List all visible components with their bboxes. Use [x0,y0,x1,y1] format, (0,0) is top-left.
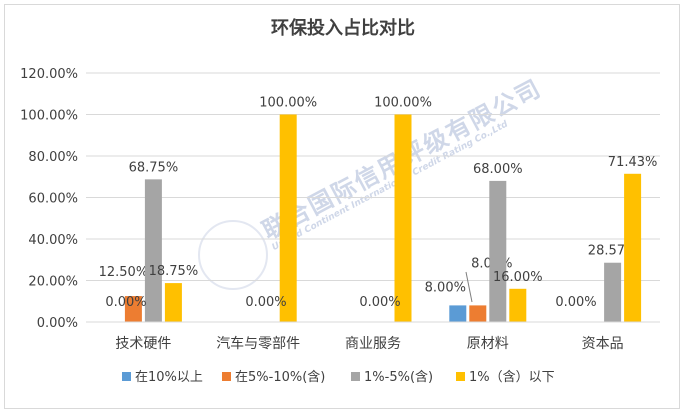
data-label-zero: 0.00% [105,295,146,310]
y-tick-label: 60.00% [28,192,78,207]
bar [509,288,527,322]
bar [624,173,642,322]
legend-swatch [351,372,360,381]
legend-label: 1%-5%(含) [364,369,433,385]
x-tick-label: 汽车与零部件 [216,335,300,352]
legend-swatch [122,372,131,381]
watermark-globe-icon [198,220,268,290]
data-label: 100.00% [374,96,432,111]
legend-label: 1%（含）以下 [469,369,555,385]
bar [279,114,297,322]
x-tick-label: 原材料 [467,336,509,352]
legend-label: 在5%-10%(含) [235,369,325,385]
legend-label: 在10%以上 [135,370,203,385]
y-tick-label: 20.00% [28,275,78,290]
data-label-zero: 0.00% [245,295,286,310]
bar [144,179,162,322]
bar [164,283,182,322]
x-tick-label: 技术硬件 [115,336,171,352]
data-label: 71.43% [608,155,658,170]
y-tick-label: 40.00% [28,233,78,248]
bar [489,180,507,322]
bar [124,296,142,322]
y-tick-label: 100.00% [20,109,78,124]
bar [394,114,412,322]
y-tick-label: 0.00% [37,316,78,331]
bar [469,305,487,322]
data-label: 100.00% [259,96,317,111]
bar [449,305,467,322]
leader-line [465,271,473,303]
data-label: 68.00% [473,162,523,177]
legend-swatch [456,372,465,381]
y-tick-label: 80.00% [28,150,78,165]
bar [604,262,622,322]
data-label: 68.75% [129,160,179,175]
data-label-zero: 0.00% [555,295,596,310]
data-label-zero: 0.00% [359,295,400,310]
data-label: 16.00% [493,270,543,285]
legend-swatch [222,372,231,381]
data-label: 18.75% [149,264,199,279]
x-tick-label: 商业服务 [345,336,401,352]
data-label: 12.50% [99,265,149,280]
data-label: 8.00% [425,280,466,295]
x-tick-label: 资本品 [582,336,624,352]
chart-title: 环保投入占比对比 [271,18,415,39]
chart-frame [4,4,680,409]
y-tick-label: 120.00% [20,67,78,82]
